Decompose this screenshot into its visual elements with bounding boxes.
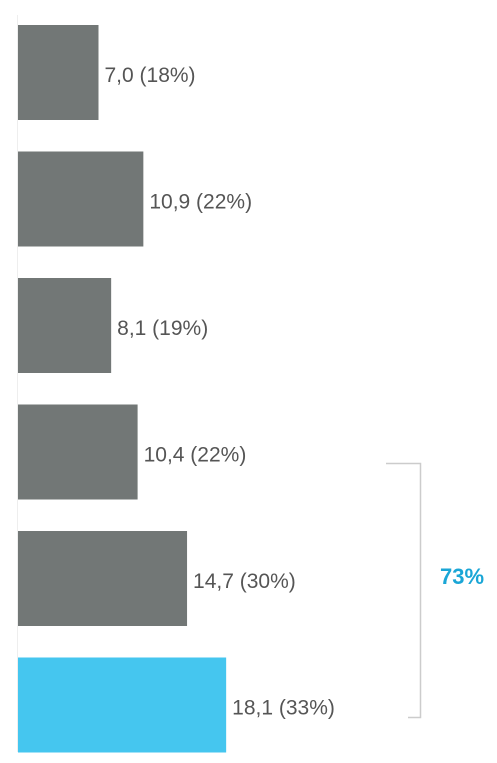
bar	[18, 404, 138, 500]
bar	[18, 25, 99, 120]
bar	[18, 278, 112, 373]
bracket	[386, 462, 422, 719]
value-label: 10,4 (22%)	[144, 444, 247, 467]
bar	[18, 531, 188, 626]
value-label: 8,1 (19%)	[117, 317, 208, 340]
value-label: 18,1 (33%)	[232, 697, 335, 720]
value-label: 10,9 (22%)	[149, 191, 252, 214]
value-label: 14,7 (30%)	[193, 570, 296, 593]
bar	[18, 151, 144, 247]
value-label: 7,0 (18%)	[105, 64, 196, 87]
annotation: 73%	[440, 564, 484, 589]
bar	[18, 657, 227, 753]
